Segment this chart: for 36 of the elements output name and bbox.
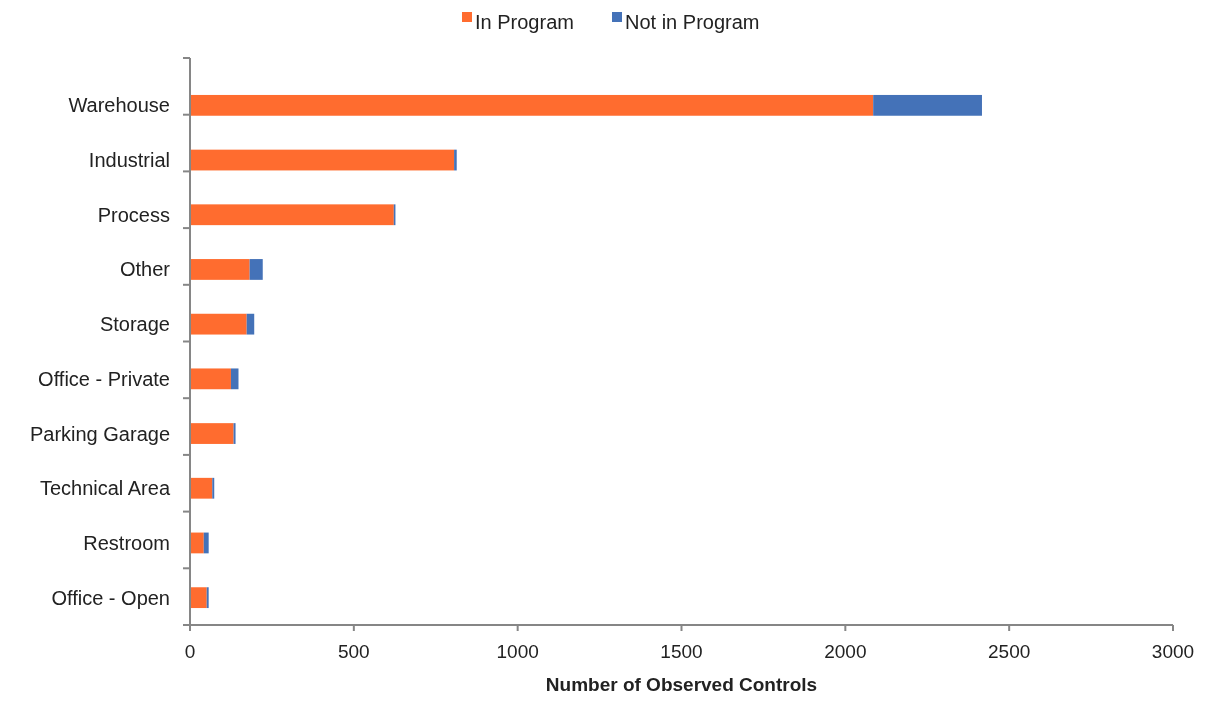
y-tick-label: Technical Area (39, 477, 171, 500)
legend-label: Not in Program (625, 11, 760, 33)
x-axis-title: Number of Observed Controls (545, 674, 818, 695)
y-tick-label: Industrial (88, 149, 170, 172)
bar (190, 204, 394, 226)
y-tick-label: Storage (99, 313, 170, 336)
bar (190, 368, 231, 390)
x-tick-label: 1000 (496, 641, 539, 662)
bar (873, 94, 982, 116)
bar (190, 259, 250, 280)
bar (190, 587, 207, 609)
y-tick-label: Warehouse (68, 94, 170, 117)
x-tick-label: 2000 (824, 641, 867, 662)
y-tick-label: Office - Open (51, 586, 170, 609)
x-tick-label: 0 (184, 641, 196, 662)
x-tick-label: 500 (337, 641, 370, 662)
y-tick-label: Process (97, 203, 170, 226)
bar (454, 149, 457, 171)
bar (190, 532, 204, 554)
bar (190, 313, 247, 335)
y-tick-label: Parking Garage (29, 422, 170, 445)
bar (190, 149, 455, 171)
y-tick-label: Office - Private (38, 367, 170, 390)
bar (190, 477, 213, 499)
x-tick-label: 1500 (660, 641, 703, 662)
y-tick-label: Restroom (83, 531, 170, 554)
bar (246, 313, 255, 335)
legend-label: In Program (475, 11, 574, 33)
y-tick-label: Other (119, 258, 171, 281)
x-tick-label: 3000 (1151, 641, 1195, 662)
bar (203, 532, 209, 554)
bar (190, 94, 874, 116)
bar (190, 423, 234, 444)
bar (249, 259, 263, 280)
bar (230, 368, 239, 390)
x-tick-label: 2500 (988, 641, 1031, 662)
